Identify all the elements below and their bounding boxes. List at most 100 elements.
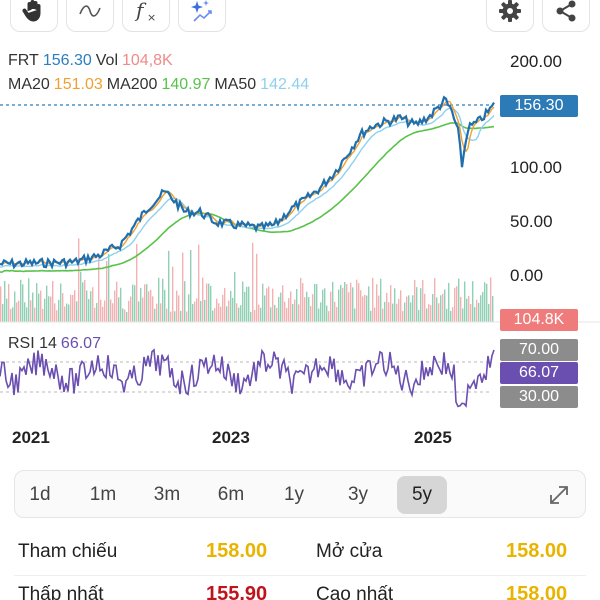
volume-bar bbox=[2, 303, 4, 322]
volume-bar bbox=[58, 299, 60, 322]
volume-bar bbox=[52, 280, 54, 322]
volume-bar bbox=[476, 299, 478, 322]
volume-bar bbox=[314, 283, 316, 322]
volume-bar bbox=[98, 253, 100, 322]
range-3m[interactable]: 3m bbox=[153, 484, 181, 505]
volume-bar bbox=[240, 305, 242, 322]
volume-bar bbox=[0, 286, 2, 322]
curve-tool-button[interactable] bbox=[66, 0, 114, 32]
volume-bar bbox=[198, 244, 200, 322]
volume-bar bbox=[376, 284, 378, 322]
range-3y[interactable]: 3y bbox=[347, 484, 369, 505]
volume-bar bbox=[164, 289, 166, 322]
volume-bar bbox=[62, 293, 64, 322]
volume-bar bbox=[44, 298, 46, 322]
volume-bar bbox=[372, 277, 374, 322]
ai-tool-button[interactable] bbox=[178, 0, 226, 32]
volume-bar bbox=[244, 291, 246, 322]
volume-bar bbox=[402, 311, 404, 322]
volume-bar bbox=[262, 283, 264, 322]
volume-bar bbox=[78, 238, 80, 322]
volume-bar bbox=[210, 285, 212, 322]
volume-bar bbox=[22, 284, 24, 322]
volume-bar bbox=[128, 300, 130, 322]
volume-bar bbox=[480, 295, 482, 322]
volume-bar bbox=[394, 288, 396, 322]
volume-bar bbox=[288, 298, 290, 322]
volume-bar bbox=[136, 244, 138, 322]
volume-bar bbox=[174, 311, 176, 322]
volume-bar bbox=[4, 280, 6, 322]
volume-bar bbox=[260, 307, 262, 322]
volume-bar bbox=[410, 302, 412, 322]
volume-bar bbox=[472, 281, 474, 322]
volume-bar bbox=[446, 308, 448, 322]
volume-bar bbox=[272, 288, 274, 322]
volume-bar bbox=[466, 298, 468, 322]
ai-sparkle-icon bbox=[191, 0, 212, 22]
volume-bar bbox=[318, 308, 320, 322]
volume-bar bbox=[308, 296, 310, 322]
volume-bar bbox=[168, 250, 170, 322]
volume-bar bbox=[378, 295, 380, 322]
volume-bar bbox=[192, 303, 194, 322]
volume-bar bbox=[438, 303, 440, 322]
volume-bar bbox=[30, 300, 32, 322]
volume-bar bbox=[294, 299, 296, 322]
range-1d[interactable]: 1d bbox=[29, 484, 51, 505]
volume-bar bbox=[428, 304, 430, 322]
volume-bar bbox=[258, 304, 260, 322]
expand-icon[interactable] bbox=[545, 481, 573, 509]
function-tool-button[interactable]: f × bbox=[122, 0, 170, 32]
volume-bar bbox=[468, 295, 470, 322]
volume-bar bbox=[110, 299, 112, 322]
volume-bar bbox=[430, 305, 432, 322]
range-1m[interactable]: 1m bbox=[89, 484, 117, 505]
volume-bar bbox=[322, 289, 324, 322]
volume-bar bbox=[138, 301, 140, 322]
volume-bar bbox=[40, 290, 42, 322]
hand-icon bbox=[22, 0, 41, 22]
rsi-legend: RSI 14 66.07 bbox=[8, 335, 105, 353]
range-1y[interactable]: 1y bbox=[283, 484, 305, 505]
last-price-badge: 156.30 bbox=[500, 95, 578, 117]
high-price-value: 158.00 bbox=[506, 583, 568, 600]
volume-bar bbox=[456, 286, 458, 322]
volume-bar bbox=[350, 282, 352, 322]
volume-bar bbox=[42, 308, 44, 322]
share-button[interactable] bbox=[542, 0, 590, 32]
volume-bar bbox=[18, 300, 20, 322]
price-line bbox=[0, 95, 495, 271]
volume-bar bbox=[184, 281, 186, 322]
volume-bar bbox=[452, 307, 454, 322]
settings-button[interactable] bbox=[486, 0, 534, 32]
rsi-30-badge: 30.00 bbox=[500, 386, 578, 408]
volume-bar bbox=[320, 302, 322, 322]
volume-bar bbox=[32, 292, 34, 322]
hand-tool-button[interactable] bbox=[10, 0, 58, 32]
volume-bar bbox=[8, 283, 10, 322]
volume-bar bbox=[488, 303, 490, 322]
volume-bar bbox=[450, 311, 452, 322]
volume-bars bbox=[0, 238, 494, 322]
volume-bar bbox=[114, 290, 116, 322]
volume-bar bbox=[354, 308, 356, 322]
rsi-70-badge: 70.00 bbox=[500, 339, 578, 361]
volume-bar bbox=[444, 289, 446, 322]
volume-bar bbox=[172, 266, 174, 322]
range-5y[interactable]: 5y bbox=[397, 476, 447, 514]
volume-bar bbox=[282, 285, 284, 322]
volume-bar bbox=[310, 306, 312, 322]
volume-bar bbox=[374, 307, 376, 322]
volume-bar bbox=[154, 308, 156, 322]
range-6m[interactable]: 6m bbox=[217, 484, 245, 505]
rsi-label: RSI 14 bbox=[8, 335, 57, 352]
open-price-value: 158.00 bbox=[506, 540, 568, 562]
volume-bar bbox=[274, 304, 276, 322]
symbol: FRT bbox=[8, 52, 39, 69]
volume-bar bbox=[334, 301, 336, 322]
volume-bar bbox=[268, 286, 270, 322]
volume-bar bbox=[344, 282, 346, 322]
volume-bar bbox=[230, 290, 232, 322]
volume-bar bbox=[228, 300, 230, 322]
